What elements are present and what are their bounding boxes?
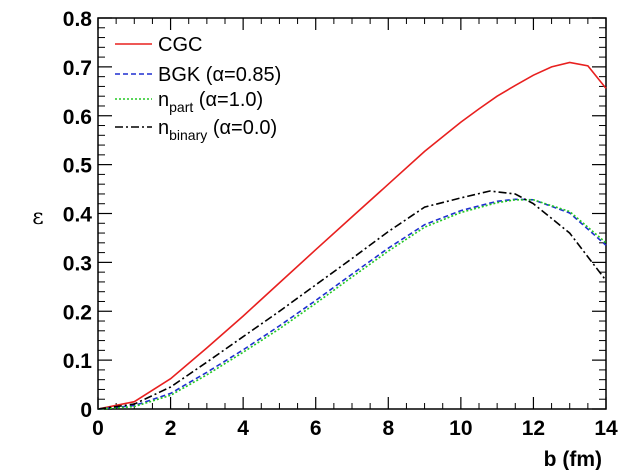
y-axis-title: ε — [32, 205, 43, 230]
x-axis-title: b (fm) — [544, 448, 602, 470]
x-tick-label: 12 — [522, 417, 545, 440]
x-tick-label: 4 — [237, 417, 249, 440]
x-tick-label: 2 — [165, 417, 177, 440]
x-tick-label: 8 — [382, 417, 394, 440]
series-line-3 — [97, 190, 607, 410]
y-tick-label: 0.8 — [63, 8, 93, 31]
y-tick-label: 0.1 — [63, 350, 93, 373]
legend-label-0: CGC — [158, 34, 202, 56]
y-tick-label: 0.4 — [63, 204, 93, 227]
legend-label-3: nbinary (α=0.0) — [158, 117, 277, 143]
legend-label-2: npart (α=1.0) — [158, 89, 263, 115]
legend: CGC BGK (α=0.85) npart (α=1.0)nbinary (α=0… — [115, 34, 281, 143]
series-line-0 — [97, 61, 607, 410]
series-line-2 — [97, 199, 607, 410]
y-tick-label: 0 — [80, 399, 92, 422]
x-tick-label: 6 — [310, 417, 322, 440]
x-tick-label: 14 — [594, 417, 618, 440]
y-tick-label: 0.2 — [63, 301, 92, 324]
y-tick-label: 0.5 — [63, 155, 93, 178]
series-layer — [97, 61, 607, 410]
y-tick-label: 0.3 — [63, 252, 92, 275]
y-tick-label: 0.7 — [63, 57, 92, 80]
x-tick-label: 0 — [92, 417, 104, 440]
ticks-layer: 0 2 4 6 8 10 12 14 0 0.1 0.2 0.3 0.4 0.5 0.6 0.7 0.8 — [63, 8, 618, 440]
y-tick-label: 0.6 — [63, 106, 92, 129]
x-tick-label: 10 — [449, 417, 472, 440]
legend-label-1: BGK (α=0.85) — [158, 64, 281, 86]
series-line-1 — [97, 198, 607, 410]
